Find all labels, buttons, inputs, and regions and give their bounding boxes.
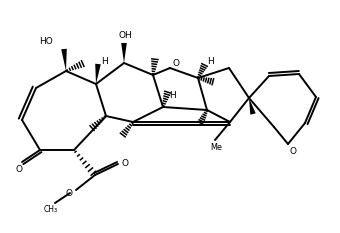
Polygon shape [95, 64, 101, 84]
Text: O: O [172, 58, 180, 68]
Text: HO: HO [39, 37, 53, 45]
Text: OH: OH [118, 31, 132, 40]
Text: H: H [170, 90, 176, 99]
Text: H: H [208, 58, 215, 66]
Polygon shape [121, 43, 127, 63]
Text: H: H [102, 58, 108, 66]
Text: O: O [16, 164, 22, 174]
Text: O: O [289, 147, 296, 155]
Text: O: O [121, 158, 129, 168]
Text: CH₃: CH₃ [44, 206, 58, 215]
Polygon shape [61, 49, 67, 71]
Polygon shape [249, 98, 256, 115]
Text: O: O [66, 188, 72, 198]
Text: Me: Me [210, 144, 222, 153]
